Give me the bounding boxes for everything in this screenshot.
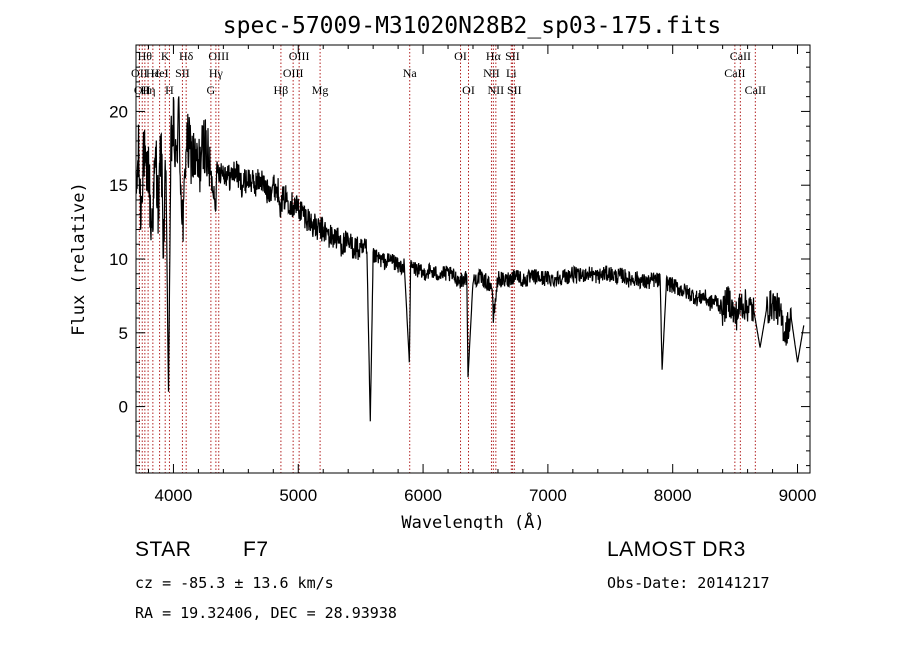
y-tick-label: 15 [109,176,128,195]
line-label-hγ: Hγ [209,66,224,80]
spectral-line-labels: OIIOIIHθHηHεHeIKHSIIHδGHγOIIIHβOIIIOIIIM… [131,49,766,97]
x-tick-label: 7000 [529,486,567,505]
line-label-sii: SII [175,66,190,80]
spectrum-plot: spec-57009-M31020N28B2_sp03-175.fits OII… [69,13,816,530]
object-subclass: F7 [243,538,269,561]
line-label-hη: Hη [141,83,156,97]
x-tick-label: 8000 [654,486,692,505]
x-tick-label: 4000 [155,486,193,505]
line-label-oi: OI [462,83,475,97]
line-label-caii: CaII [745,83,766,97]
line-label-hβ: Hβ [274,83,289,97]
coordinates: RA = 19.32406, DEC = 28.93938 [135,604,397,622]
line-label-oii: OII [134,83,151,97]
y-tick-label: 0 [119,398,128,417]
object-class: STAR [135,538,192,561]
line-label-hε: Hε [146,66,160,80]
line-label-nii: NII [483,66,500,80]
line-label-oiii: OIII [208,49,229,63]
line-label-sii: SII [507,83,522,97]
line-label-li: Li [506,66,517,80]
plot-frame [135,44,811,474]
y-tick-label: 10 [109,250,128,269]
line-label-hei: HeI [151,66,169,80]
redshift-velocity: cz = -85.3 ± 13.6 km/s [135,574,334,592]
line-label-caii: CaII [724,66,745,80]
line-label-g: G [207,83,216,97]
x-tick-label: 5000 [279,486,317,505]
line-label-mg: Mg [312,83,329,97]
spectrum-series-line [135,96,805,422]
line-label-oi: OI [454,49,467,63]
survey-name: LAMOST DR3 [607,538,746,561]
line-label-sii: SII [505,49,520,63]
line-label-caii: CaII [730,49,751,63]
x-axis-label: Wavelength (Å) [401,511,544,530]
line-label-oiii: OIII [283,66,304,80]
axis-ticks: 4000 5000 6000 7000 8000 9000 0 5 10 15 20 [109,45,816,505]
line-label-k: K [161,49,170,63]
chart-title: spec-57009-M31020N28B2_sp03-175.fits [223,13,722,39]
line-label-oiii: OIII [289,49,310,63]
line-label-oii: OII [131,66,148,80]
y-axis-label: Flux (relative) [69,182,89,336]
line-label-hδ: Hδ [179,49,194,63]
observation-date: Obs-Date: 20141217 [607,574,770,592]
line-label-hα: Hα [486,49,502,63]
line-label-nii: NII [488,83,505,97]
line-label-hθ: Hθ [138,49,153,63]
y-tick-label: 5 [119,324,128,343]
line-label-h: H [165,83,174,97]
line-label-na: Na [403,66,418,80]
spectral-line-markers [138,45,756,473]
x-tick-label: 6000 [404,486,442,505]
y-tick-label: 20 [109,102,128,121]
x-tick-label: 9000 [779,486,817,505]
